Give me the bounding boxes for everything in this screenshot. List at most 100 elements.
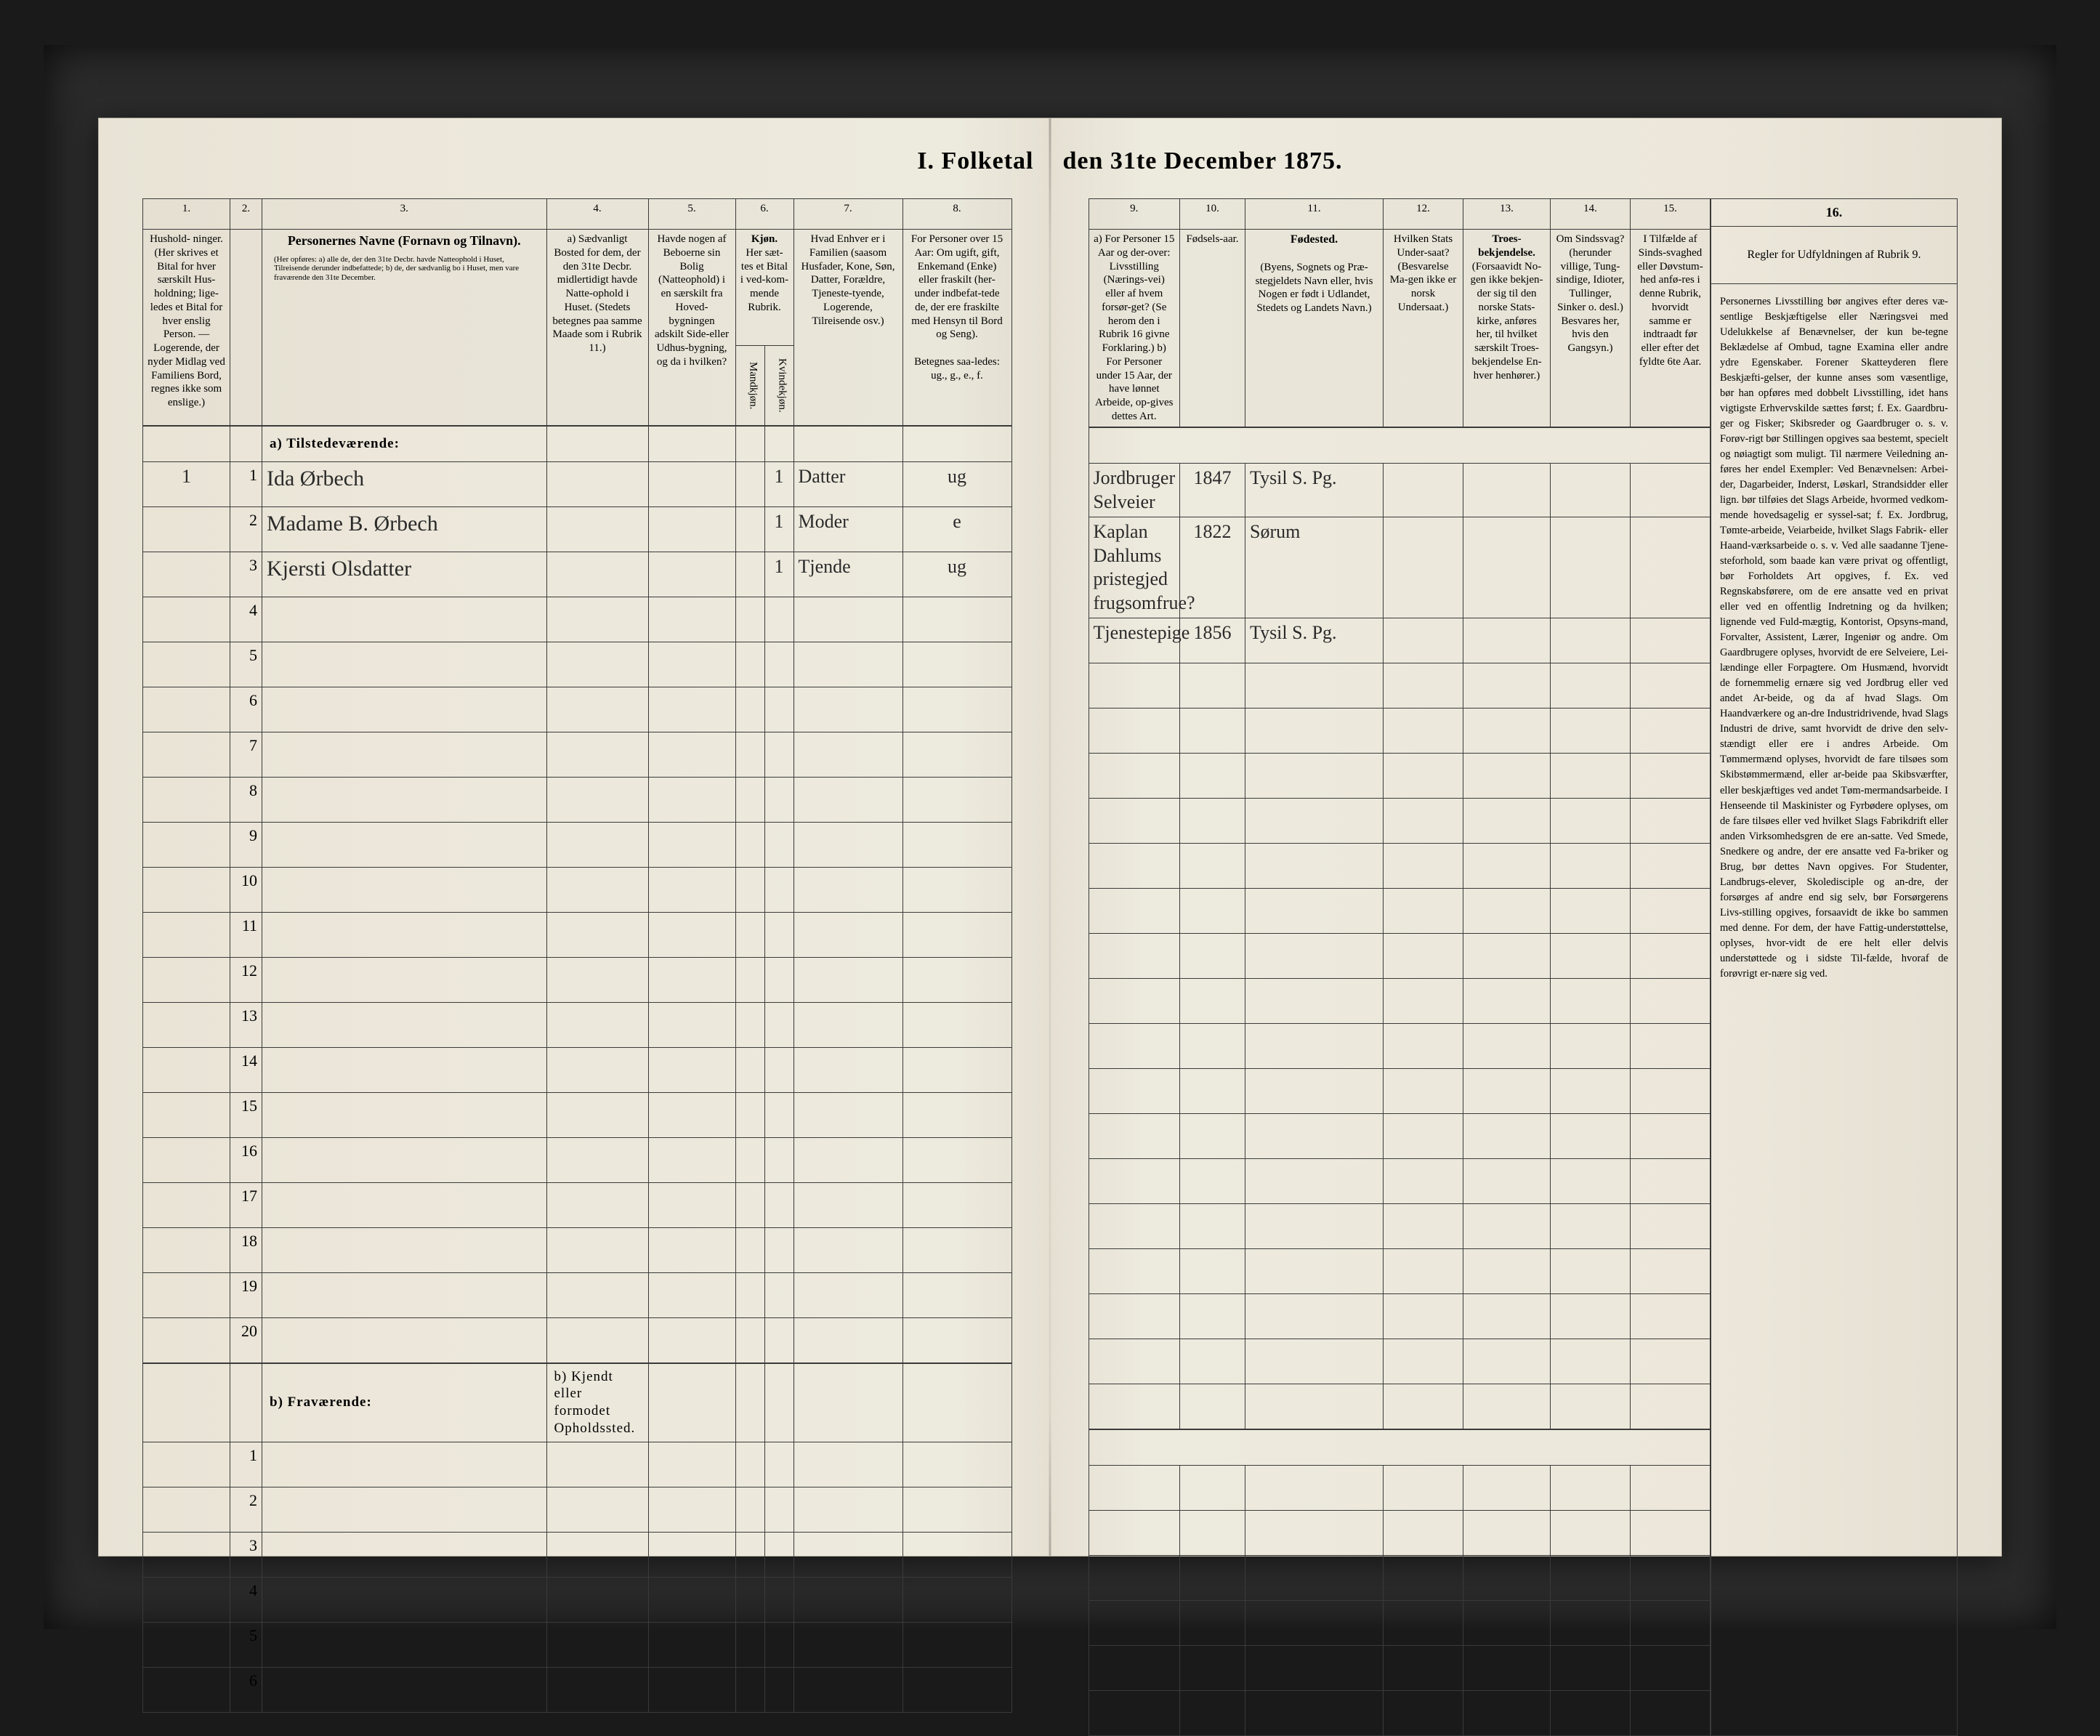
table-row: 9: [143, 823, 1012, 868]
marital-status: [902, 913, 1011, 958]
person-name: [262, 1318, 547, 1363]
photo-frame: I. Folketal 1. 2. 3. 4. 5. 6. 7. 8.: [44, 45, 2056, 1629]
person-name: [262, 642, 547, 687]
colnum-6: 6.: [735, 199, 793, 230]
occupation: [1089, 1294, 1180, 1339]
marital-status: [902, 823, 1011, 868]
hdr-c16: Regler for Udfyldningen af Rubrik 9.: [1711, 227, 1957, 284]
sex-female: [764, 868, 793, 913]
person-name: [262, 823, 547, 868]
birth-year: [1180, 934, 1245, 979]
marital-status: [902, 1093, 1011, 1138]
birth-year: [1180, 1249, 1245, 1294]
hdr-c13: Troes-bekjendelse. (Forsaavidt No-gen ik…: [1463, 230, 1551, 427]
table-row: 2Madame B. Ørbech1Modere: [143, 507, 1012, 552]
row-number: 17: [230, 1183, 262, 1228]
birthplace: [1245, 1069, 1384, 1114]
colnum-2: 2.: [230, 199, 262, 230]
birthplace: [1245, 889, 1384, 934]
birth-year: [1180, 1294, 1245, 1339]
r-colnum-16: 16.: [1711, 199, 1957, 227]
family-role: Datter: [793, 462, 902, 507]
row-number: 9: [230, 823, 262, 868]
hdr-c7: Hvad Enhver er i Familien (saasom Husfad…: [793, 230, 902, 426]
birthplace: Sørum: [1245, 517, 1384, 618]
birthplace: Tysil S. Pg.: [1245, 618, 1384, 663]
occupation: [1089, 934, 1180, 979]
birth-year: [1180, 708, 1245, 754]
table-row: 7: [143, 732, 1012, 778]
sex-female: [764, 1183, 793, 1228]
household-num: [143, 642, 230, 687]
person-name: [262, 1048, 547, 1093]
household-num: [143, 778, 230, 823]
table-row: [1089, 1601, 1711, 1646]
occupation: [1089, 1249, 1180, 1294]
occupation: [1089, 754, 1180, 799]
occupation: [1089, 889, 1180, 934]
hdr-c15: I Tilfælde af Sinds-svaghed eller Døvstu…: [1631, 230, 1711, 427]
birthplace: [1245, 1114, 1384, 1159]
hdr-c11: Fødested. (Byens, Sognets og Præ-stegjel…: [1245, 230, 1384, 427]
family-role: [793, 823, 902, 868]
family-role: [793, 1048, 902, 1093]
sex-female: [764, 1138, 793, 1183]
occupation: [1089, 1114, 1180, 1159]
table-row: [1089, 934, 1711, 979]
row-number: 20: [230, 1318, 262, 1363]
hdr-c9: a) For Personer 15 Aar og der-over: Livs…: [1089, 230, 1180, 427]
birthplace: [1245, 1249, 1384, 1294]
r-colnum-9: 9.: [1089, 199, 1180, 230]
birth-year: [1180, 754, 1245, 799]
title-left: I. Folketal: [99, 148, 1049, 175]
table-row: [1089, 754, 1711, 799]
table-row: 8: [143, 778, 1012, 823]
birth-year: [1180, 1339, 1245, 1384]
household-num: [143, 1228, 230, 1273]
table-row: 4: [143, 1577, 1012, 1622]
person-name: Kjersti Olsdatter: [262, 552, 547, 597]
row-number: 4: [230, 1577, 262, 1622]
marital-status: [902, 958, 1011, 1003]
household-num: [143, 1138, 230, 1183]
row-number: 5: [230, 1622, 262, 1667]
table-row: 2: [143, 1487, 1012, 1532]
table-row: 19: [143, 1273, 1012, 1318]
marital-status: [902, 1273, 1011, 1318]
birth-year: 1847: [1180, 464, 1245, 517]
table-row: [1089, 1384, 1711, 1429]
r-section-a: [1089, 427, 1711, 464]
household-num: [143, 1093, 230, 1138]
birthplace: [1245, 799, 1384, 844]
table-row: 16: [143, 1138, 1012, 1183]
table-row: [1089, 1339, 1711, 1384]
table-row: [1089, 1159, 1711, 1204]
family-role: [793, 597, 902, 642]
row-number: 2: [230, 507, 262, 552]
table-row: [1089, 663, 1711, 708]
marital-status: [902, 1183, 1011, 1228]
family-role: [793, 1228, 902, 1273]
table-row: [1089, 1691, 1711, 1736]
family-role: [793, 1273, 902, 1318]
household-num: [143, 913, 230, 958]
birthplace: Tysil S. Pg.: [1245, 464, 1384, 517]
family-role: [793, 732, 902, 778]
person-name: [262, 1183, 547, 1228]
r-colnum-11: 11.: [1245, 199, 1384, 230]
household-num: [143, 1048, 230, 1093]
marital-status: ug: [902, 552, 1011, 597]
birth-year: 1856: [1180, 618, 1245, 663]
table-row: [1089, 1646, 1711, 1691]
hdr-c6: Kjøn. Her sæt-tes et Bital i ved-kom-men…: [735, 230, 793, 346]
table-row: [1089, 979, 1711, 1024]
table-row: 12: [143, 958, 1012, 1003]
birthplace: [1245, 979, 1384, 1024]
birth-year: [1180, 1069, 1245, 1114]
marital-status: e: [902, 507, 1011, 552]
table-row: Tjenestepige1856Tysil S. Pg.: [1089, 618, 1711, 663]
colnum-1: 1.: [143, 199, 230, 230]
person-name: [262, 1093, 547, 1138]
household-num: [143, 507, 230, 552]
table-row: 20: [143, 1318, 1012, 1363]
